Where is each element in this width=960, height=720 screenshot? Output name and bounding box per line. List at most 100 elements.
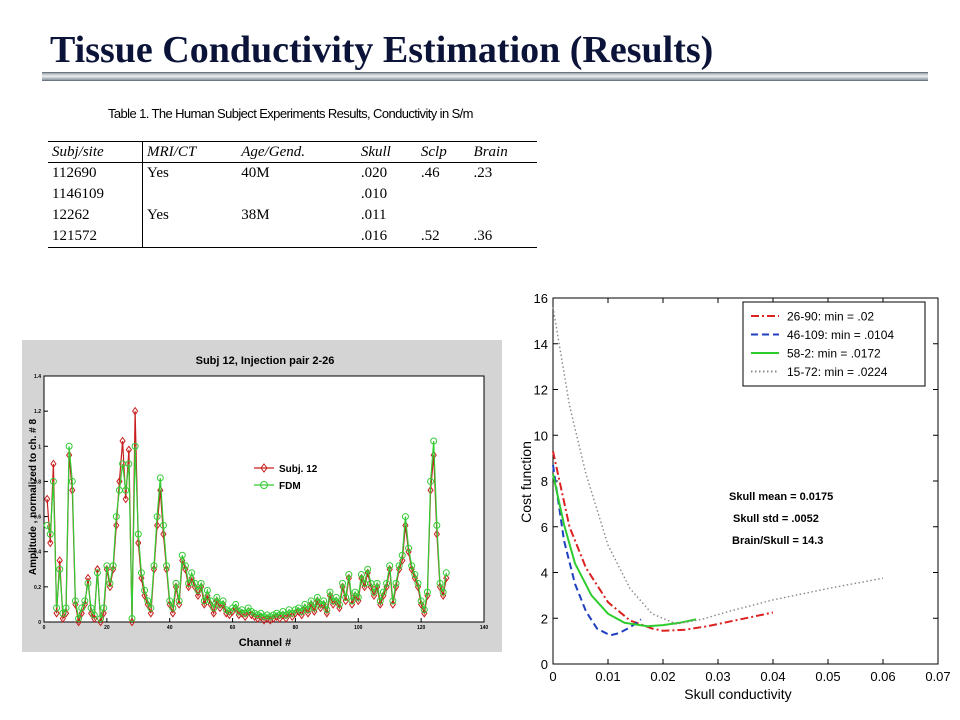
data-point [156, 474, 164, 482]
data-point [420, 606, 428, 614]
data-point [65, 442, 73, 450]
data-point [59, 614, 66, 623]
cell-scalp [417, 205, 470, 226]
data-point [213, 593, 221, 601]
data-point [112, 513, 120, 521]
series-group [552, 307, 884, 637]
cell-age-gender: 38M [241, 207, 270, 223]
data-point [373, 579, 381, 587]
cell-brain: .36 [469, 226, 537, 248]
data-point [138, 573, 145, 583]
data-point [93, 569, 101, 577]
data-point [197, 579, 205, 587]
data-point [417, 597, 425, 605]
slide-title: Tissue Conductivity Estimation (Results) [50, 29, 714, 71]
data-point [342, 593, 350, 601]
data-point [181, 562, 189, 570]
data-point [405, 544, 413, 552]
data-point [87, 604, 95, 612]
table-row: 1146109 .010 [48, 184, 537, 205]
data-point [132, 406, 139, 416]
data-point [119, 436, 126, 446]
series-line-0 [552, 451, 774, 632]
header-skull: Skull [356, 141, 417, 163]
cost-chart-annotation-std: Skull std = .0052 [733, 513, 819, 525]
data-point [90, 611, 98, 619]
table-caption: Table 1. The Human Subject Experiments R… [108, 106, 474, 121]
y-tick-label: 8 [541, 474, 548, 489]
data-point [414, 579, 422, 587]
x-tick-label: 100 [354, 625, 363, 631]
data-point [68, 477, 76, 485]
cell-subj-site: 12262 [48, 205, 143, 226]
x-tick-label: 40 [167, 625, 173, 631]
cell-mri-ct [143, 184, 238, 205]
data-point [122, 494, 129, 504]
data-point [53, 608, 60, 618]
data-point [443, 573, 450, 583]
data-point [354, 593, 362, 601]
data-point [402, 520, 409, 530]
y-tick-label: 10 [534, 428, 548, 443]
legend-label: Subj. 12 [279, 464, 318, 475]
cell-mri-ct [142, 226, 238, 248]
data-point [298, 607, 306, 615]
data-point [307, 597, 315, 605]
data-point [332, 593, 340, 601]
data-point [163, 562, 171, 570]
data-point [389, 597, 397, 605]
data-point [320, 597, 328, 605]
y-tick-label: 0.2 [34, 585, 41, 591]
data-point [50, 459, 57, 469]
data-point [56, 565, 64, 573]
data-point [210, 608, 217, 618]
data-point [326, 588, 334, 596]
data-point [159, 521, 167, 529]
table-header-row: Subj/site MRI/CT Age/Gend. Skull Sclp Br… [48, 141, 537, 163]
y-tick-label: 0 [541, 657, 548, 672]
data-point [84, 579, 92, 587]
data-point [154, 520, 161, 530]
data-point [56, 556, 63, 565]
data-point [169, 604, 177, 612]
header-mri-ct: MRI/CT [142, 141, 238, 163]
data-point [84, 573, 92, 583]
data-point [131, 442, 139, 450]
cell-scalp [417, 184, 470, 205]
data-point [379, 588, 387, 596]
data-point [335, 600, 343, 608]
series-line-2 [552, 473, 697, 628]
legend-label: 15-72: min = .0224 [787, 365, 888, 379]
x-tick-label: 0 [549, 669, 556, 684]
cell-scalp: .46 [420, 165, 440, 181]
cell-scalp: .52 [416, 226, 470, 248]
data-point [439, 588, 447, 596]
data-point [433, 521, 441, 529]
x-tick-label: 0.05 [815, 669, 840, 684]
data-point [210, 604, 218, 612]
table-row: 12262 Yes 38M .011 [48, 205, 537, 226]
results-table: Subj/site MRI/CT Age/Gend. Skull Sclp Br… [48, 141, 537, 248]
data-point [75, 614, 83, 622]
x-tick-label: 0 [43, 625, 46, 631]
data-point [323, 606, 331, 614]
data-point [386, 562, 394, 570]
data-point [282, 611, 290, 619]
table-row: 112690 Yes 40M .020 .46 .23 [48, 162, 537, 184]
data-point [81, 597, 89, 605]
plot-area [43, 375, 485, 623]
data-point [241, 609, 249, 617]
data-point [150, 562, 158, 570]
data-point [147, 608, 154, 618]
data-point [175, 597, 183, 605]
amplitude-chart-ylabel: Amplitude , normalized to ch. # 8 [28, 418, 39, 575]
data-point [100, 604, 108, 612]
cost-function-chart: Skull conductivity Cost function Skull m… [505, 282, 955, 706]
y-tick-label: 4 [541, 566, 548, 581]
x-tick-label: 0.07 [925, 669, 950, 684]
data-point [411, 571, 419, 579]
data-point [370, 588, 378, 596]
data-point [135, 538, 142, 548]
y-tick-label: 14 [534, 337, 548, 352]
data-point [125, 460, 133, 468]
